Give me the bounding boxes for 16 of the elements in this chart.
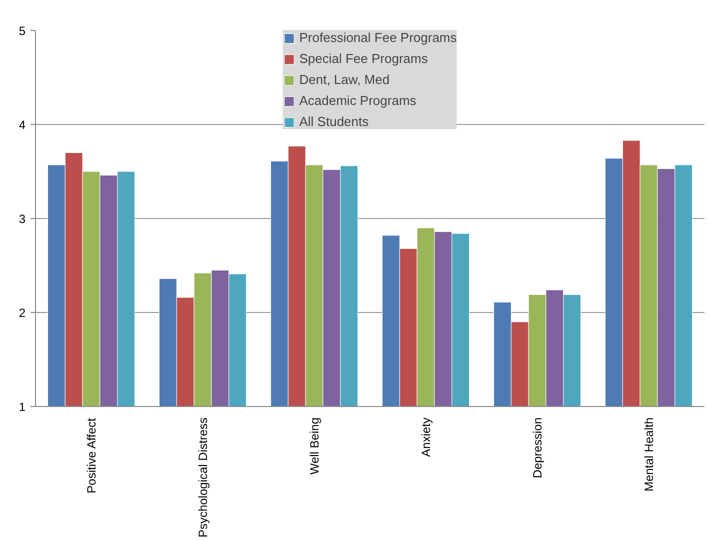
legend-label: All Students [299,114,369,129]
legend-label: Dent, Law, Med [299,72,390,87]
y-tick-label: 4 [18,118,26,132]
x-tick-label: Depression [530,417,544,478]
legend-label: Professional Fee Programs [299,30,457,45]
legend-label: Special Fee Programs [299,51,428,66]
y-tick-label: 1 [18,400,26,414]
x-tick-label: Well Being [307,418,322,475]
legend-label: Academic Programs [299,93,416,108]
x-tick-label: Anxiety [418,417,433,457]
y-tick-label: 3 [18,212,26,226]
y-tick-label: 5 [18,24,26,38]
x-tick-label: Mental Health [642,417,656,492]
x-tick-label: Positive Affect [84,417,98,494]
x-tick-label: Psychological Distress [196,417,210,538]
y-tick-label: 2 [18,306,26,320]
